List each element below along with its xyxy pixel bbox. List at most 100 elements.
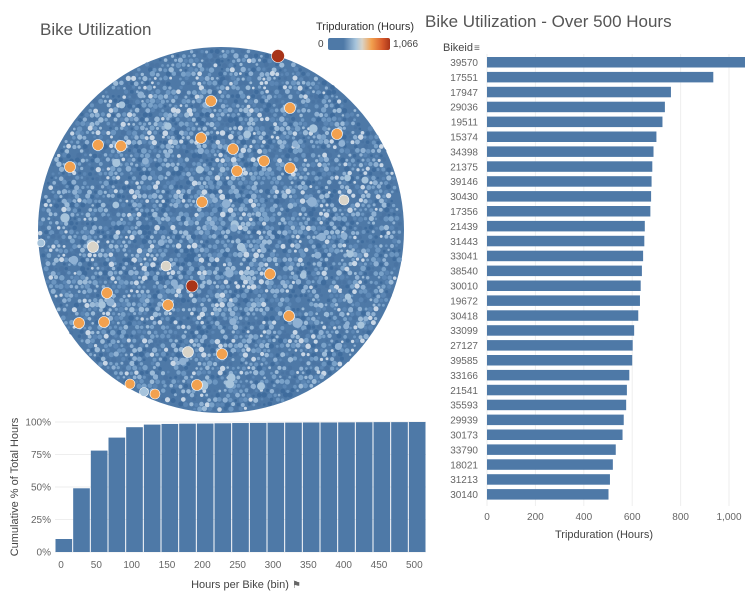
- bubble[interactable]: [384, 181, 389, 186]
- bar-mark[interactable]: [487, 280, 641, 292]
- bubble[interactable]: [220, 329, 225, 334]
- bubble[interactable]: [147, 240, 152, 244]
- bubble[interactable]: [93, 262, 98, 267]
- bubble[interactable]: [248, 388, 254, 394]
- bubble[interactable]: [201, 297, 207, 303]
- bubble[interactable]: [347, 170, 352, 176]
- bubble[interactable]: [134, 324, 140, 330]
- bubble[interactable]: [132, 176, 136, 181]
- bubble[interactable]: [298, 283, 304, 290]
- bubble[interactable]: [199, 176, 204, 181]
- bubble[interactable]: [158, 348, 162, 352]
- bubble[interactable]: [244, 361, 248, 365]
- bubble[interactable]: [129, 145, 133, 149]
- bubble[interactable]: [239, 389, 243, 393]
- bubble[interactable]: [274, 180, 280, 185]
- bubble[interactable]: [306, 380, 310, 384]
- bubble[interactable]: [210, 374, 215, 379]
- bubble[interactable]: [239, 289, 244, 294]
- bubble[interactable]: [255, 311, 262, 317]
- bubble[interactable]: [395, 243, 398, 247]
- bubble[interactable]: [251, 67, 256, 73]
- bubble[interactable]: [382, 249, 386, 253]
- bubble[interactable]: [166, 116, 170, 121]
- bubble[interactable]: [276, 166, 282, 172]
- bubble[interactable]: [326, 152, 333, 158]
- bubble[interactable]: [182, 379, 186, 383]
- bubble[interactable]: [322, 325, 327, 330]
- bubble[interactable]: [265, 89, 269, 94]
- bubble[interactable]: [292, 274, 299, 281]
- bubble[interactable]: [132, 285, 136, 289]
- bubble[interactable]: [204, 193, 211, 200]
- bubble[interactable]: [137, 346, 143, 353]
- bubble[interactable]: [313, 211, 319, 217]
- bubble[interactable]: [266, 166, 272, 172]
- bubble[interactable]: [279, 116, 285, 122]
- bubble[interactable]: [135, 316, 139, 320]
- bubble[interactable]: [79, 149, 84, 153]
- bubble[interactable]: [236, 366, 240, 370]
- bubble[interactable]: [206, 269, 213, 276]
- bubble[interactable]: [147, 247, 153, 253]
- bubble[interactable]: [196, 315, 202, 321]
- bubble[interactable]: [256, 165, 263, 172]
- bubble[interactable]: [60, 213, 70, 223]
- bubble[interactable]: [293, 249, 297, 253]
- bubble[interactable]: [163, 184, 168, 189]
- bubble[interactable]: [155, 180, 160, 185]
- bubble[interactable]: [309, 124, 318, 133]
- bubble[interactable]: [356, 159, 360, 163]
- bubble[interactable]: [128, 215, 134, 221]
- bubble[interactable]: [266, 76, 272, 82]
- bubble[interactable]: [308, 229, 314, 235]
- bubble[interactable]: [125, 347, 132, 353]
- highlight-bubble[interactable]: [87, 241, 99, 253]
- bubble[interactable]: [354, 275, 360, 280]
- bubble[interactable]: [256, 284, 261, 289]
- bubble[interactable]: [210, 394, 214, 398]
- bubble[interactable]: [361, 275, 365, 279]
- bubble[interactable]: [118, 326, 123, 331]
- bar-mark[interactable]: [487, 369, 630, 381]
- bubble[interactable]: [219, 55, 222, 58]
- bubble[interactable]: [210, 249, 215, 253]
- bubble[interactable]: [113, 80, 119, 86]
- bubble[interactable]: [201, 370, 207, 375]
- bubble[interactable]: [345, 284, 350, 289]
- bubble[interactable]: [292, 229, 298, 235]
- bubble[interactable]: [153, 93, 158, 99]
- bubble[interactable]: [225, 49, 230, 54]
- bubble[interactable]: [130, 135, 134, 139]
- bubble[interactable]: [178, 284, 184, 290]
- bubble[interactable]: [248, 180, 253, 185]
- bubble[interactable]: [295, 234, 300, 239]
- highlight-bubble[interactable]: [205, 95, 217, 107]
- bubble[interactable]: [232, 389, 238, 394]
- bubble[interactable]: [114, 244, 119, 249]
- bubble[interactable]: [164, 393, 168, 397]
- bubble[interactable]: [375, 154, 378, 158]
- bubble[interactable]: [92, 225, 97, 231]
- bubble[interactable]: [354, 144, 358, 149]
- bubble[interactable]: [308, 310, 314, 317]
- bubble[interactable]: [324, 303, 328, 307]
- bubble[interactable]: [207, 198, 213, 204]
- bubble[interactable]: [179, 339, 183, 344]
- bubble[interactable]: [258, 170, 265, 177]
- bubble[interactable]: [129, 234, 135, 241]
- bubble[interactable]: [184, 149, 189, 154]
- bubble[interactable]: [234, 370, 237, 374]
- bubble[interactable]: [56, 190, 61, 195]
- bubble[interactable]: [142, 76, 148, 82]
- bubble[interactable]: [293, 85, 298, 90]
- bubble[interactable]: [259, 72, 265, 78]
- bubble[interactable]: [171, 308, 176, 312]
- bubble[interactable]: [192, 334, 196, 339]
- bubble[interactable]: [338, 181, 342, 185]
- bubble[interactable]: [320, 144, 326, 150]
- bubble[interactable]: [41, 235, 46, 240]
- bubble[interactable]: [379, 262, 384, 267]
- bubble[interactable]: [83, 262, 88, 267]
- bubble[interactable]: [137, 257, 143, 263]
